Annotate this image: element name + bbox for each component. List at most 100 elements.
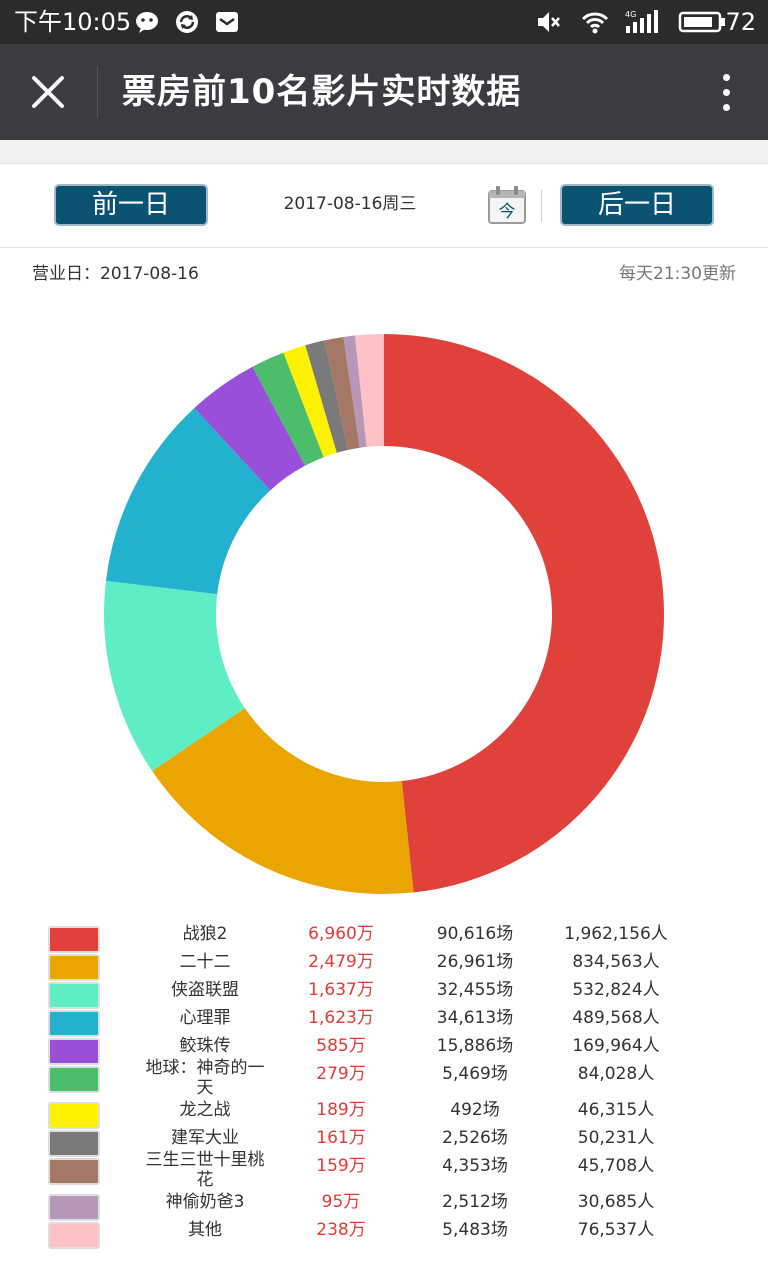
calendar-today-label: 今 [499,202,516,222]
table-row: 鲛珠传 585万 15,886场 169,964人 [0,1036,768,1065]
screenings: 90,616场 [436,924,514,944]
movie-name: 战狼2 [182,924,228,944]
movie-name: 二十二 [179,952,231,972]
box-office: 1,637万 [308,980,374,1000]
mute-icon [538,12,560,32]
screenings: 32,455场 [436,980,514,1000]
legend-swatch [48,1158,100,1185]
signal-icon: 4G [625,10,658,33]
screenings: 5,469场 [442,1064,508,1084]
attendance: 489,568人 [572,1008,660,1028]
legend-swatch [48,954,100,981]
legend-swatch [48,1222,100,1249]
legend-swatch [48,1102,100,1129]
battery-icon [678,11,725,33]
legend-swatch [48,1130,100,1157]
battery-level: 72 [725,8,756,36]
current-date: 2017-08-16周三 [283,194,417,214]
title-bar: 票房前10名影片实时数据 [0,44,768,140]
previous-day-button[interactable]: 前一日 [54,184,208,226]
close-button[interactable] [18,62,78,122]
donut-slice [194,366,306,491]
business-day: 营业日：2017-08-16 [32,264,199,284]
donut-slice [105,408,271,595]
box-office-donut-chart [104,334,664,894]
table-row: 二十二 2,479万 26,961场 834,563人 [0,952,768,981]
box-office: 585万 [316,1036,366,1056]
more-dot-icon [722,88,730,96]
screenings: 4,353场 [442,1156,508,1176]
attendance: 169,964人 [572,1036,660,1056]
movie-name: 三生三世十里桃花 [145,1150,265,1190]
nav-divider [541,190,542,222]
table-row: 龙之战 189万 492场 46,315人 [0,1100,768,1129]
box-office: 238万 [316,1220,366,1240]
wifi-icon [581,12,609,34]
box-office: 2,479万 [308,952,374,972]
more-dot-icon [722,73,730,81]
donut-slice [152,708,414,894]
donut-slice [384,334,664,893]
attendance: 50,231人 [577,1128,655,1148]
legend-swatch [48,926,100,953]
box-office: 6,960万 [308,924,374,944]
legend-swatch [48,1010,100,1037]
table-row: 心理罪 1,623万 34,613场 489,568人 [0,1008,768,1037]
next-day-button[interactable]: 后一日 [560,184,714,226]
header-band [0,140,768,164]
date-navigation: 前一日 2017-08-16周三 今 后一日 [0,164,768,248]
donut-slice [343,335,367,448]
table-row: 侠盗联盟 1,637万 32,455场 532,824人 [0,980,768,1009]
screenings: 2,512场 [442,1192,508,1212]
attendance: 84,028人 [577,1064,655,1084]
movie-name: 神偷奶爸3 [165,1192,245,1212]
table-row: 三生三世十里桃花 159万 4,353场 45,708人 [0,1150,768,1190]
screenings: 26,961场 [436,952,514,972]
sync-icon [176,11,198,33]
page-title: 票房前10名影片实时数据 [122,72,522,112]
donut-slice [252,352,324,466]
table-row: 战狼2 6,960万 90,616场 1,962,156人 [0,924,768,953]
box-office: 189万 [316,1100,366,1120]
screenings: 5,483场 [442,1220,508,1240]
movie-name: 侠盗联盟 [171,980,239,1000]
close-icon [32,76,64,108]
movie-name: 建军大业 [171,1128,239,1148]
attendance: 532,824人 [572,980,660,1000]
donut-slice [283,345,337,458]
screenings: 492场 [450,1100,500,1120]
mail-icon [216,12,238,32]
donut-slice [324,336,360,450]
attendance: 30,685人 [577,1192,655,1212]
movie-name: 龙之战 [179,1100,231,1120]
legend-swatch [48,1038,100,1065]
movie-name: 鲛珠传 [179,1036,231,1056]
screenings: 34,613场 [436,1008,514,1028]
attendance: 1,962,156人 [564,924,668,944]
box-office: 1,623万 [308,1008,374,1028]
box-office: 279万 [316,1064,366,1084]
status-bar: 下午10:05 4G 72 [0,0,768,44]
donut-slice [354,334,384,447]
svg-text:4G: 4G [625,10,636,19]
legend-swatch [48,982,100,1009]
title-divider [97,66,98,118]
movie-name: 其他 [188,1220,222,1240]
table-row: 神偷奶爸3 95万 2,512场 30,685人 [0,1192,768,1221]
table-row: 地球：神奇的一天 279万 5,469场 84,028人 [0,1058,768,1098]
status-time: 下午10:05 [14,8,132,36]
legend-swatch [48,1194,100,1221]
screenings: 15,886场 [436,1036,514,1056]
table-row: 建军大业 161万 2,526场 50,231人 [0,1128,768,1157]
calendar-today-icon[interactable]: 今 [486,184,528,226]
legend-swatch [48,1066,100,1093]
attendance: 76,537人 [577,1220,655,1240]
movie-name: 心理罪 [179,1008,231,1028]
update-note: 每天21:30更新 [619,264,736,284]
movie-name: 地球：神奇的一天 [145,1058,265,1098]
table-row: 其他 238万 5,483场 76,537人 [0,1220,768,1249]
screenings: 2,526场 [442,1128,508,1148]
donut-slice [305,340,349,453]
attendance: 46,315人 [577,1100,655,1120]
more-menu-button[interactable] [706,66,746,118]
